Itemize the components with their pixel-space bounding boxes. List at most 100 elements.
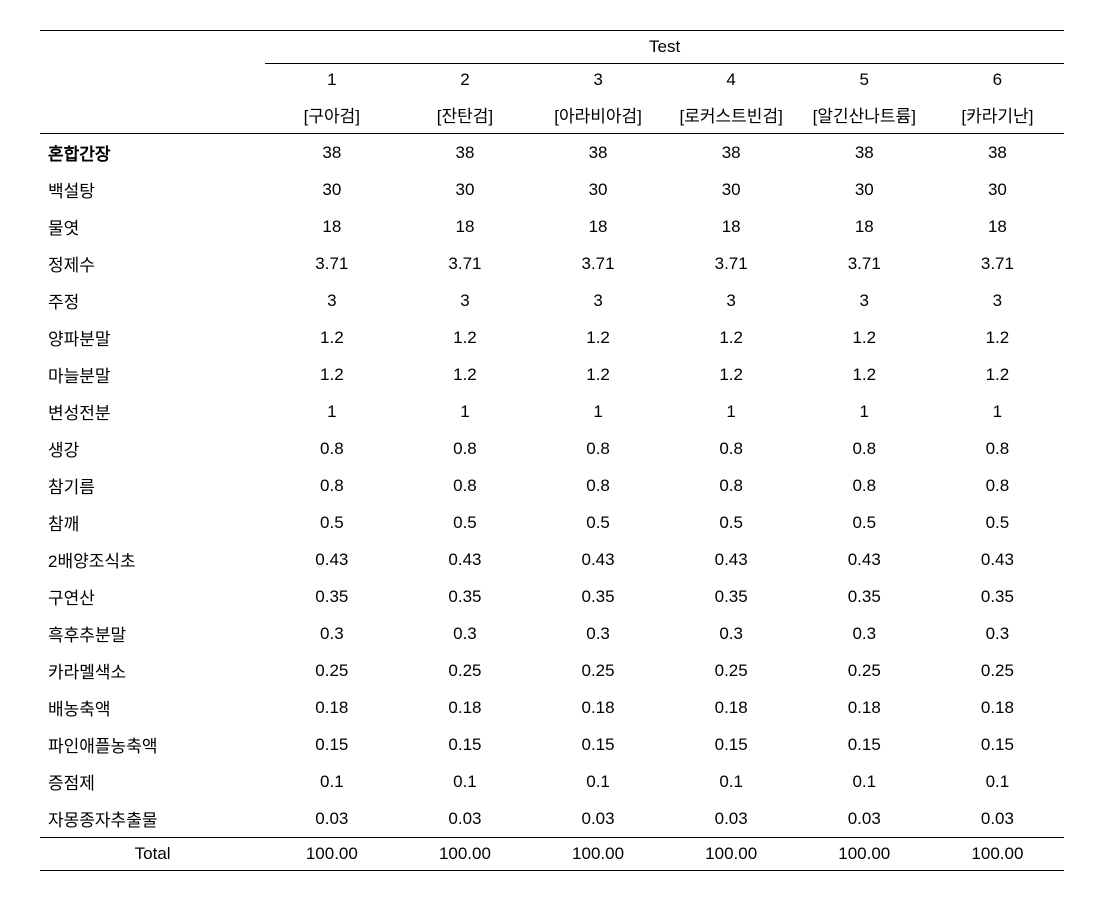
row-label: 증점제 bbox=[40, 763, 265, 800]
cell-value: 0.43 bbox=[265, 541, 398, 578]
cell-value: 30 bbox=[798, 171, 931, 208]
cell-value: 1.2 bbox=[265, 319, 398, 356]
cell-value: 0.3 bbox=[665, 615, 798, 652]
cell-value: 0.8 bbox=[265, 467, 398, 504]
cell-value: 18 bbox=[532, 208, 665, 245]
cell-value: 0.25 bbox=[532, 652, 665, 689]
cell-value: 0.43 bbox=[398, 541, 531, 578]
row-label: 참깨 bbox=[40, 504, 265, 541]
cell-value: 3.71 bbox=[532, 245, 665, 282]
cell-value: 3 bbox=[798, 282, 931, 319]
header-row-nums: 1 2 3 4 5 6 bbox=[40, 64, 1064, 97]
cell-value: 1.2 bbox=[798, 319, 931, 356]
cell-value: 0.35 bbox=[798, 578, 931, 615]
cell-value: 0.18 bbox=[265, 689, 398, 726]
row-label: 파인애플농축액 bbox=[40, 726, 265, 763]
table-row: 백설탕303030303030 bbox=[40, 171, 1064, 208]
cell-value: 0.15 bbox=[532, 726, 665, 763]
cell-value: 38 bbox=[798, 134, 931, 172]
cell-value: 0.15 bbox=[265, 726, 398, 763]
table-row: 물엿181818181818 bbox=[40, 208, 1064, 245]
row-label: 자몽종자추출물 bbox=[40, 800, 265, 838]
table-row: 생강0.80.80.80.80.80.8 bbox=[40, 430, 1064, 467]
col-num-2: 2 bbox=[398, 64, 531, 97]
cell-value: 0.43 bbox=[798, 541, 931, 578]
cell-value: 0.25 bbox=[265, 652, 398, 689]
cell-value: 0.8 bbox=[532, 430, 665, 467]
row-label: 주정 bbox=[40, 282, 265, 319]
cell-value: 0.8 bbox=[398, 430, 531, 467]
total-val-2: 100.00 bbox=[398, 838, 531, 871]
cell-value: 0.03 bbox=[798, 800, 931, 838]
cell-value: 0.5 bbox=[931, 504, 1064, 541]
cell-value: 3 bbox=[931, 282, 1064, 319]
cell-value: 0.8 bbox=[398, 467, 531, 504]
cell-value: 0.35 bbox=[398, 578, 531, 615]
row-label: 변성전분 bbox=[40, 393, 265, 430]
cell-value: 0.1 bbox=[532, 763, 665, 800]
cell-value: 0.15 bbox=[665, 726, 798, 763]
cell-value: 0.18 bbox=[532, 689, 665, 726]
cell-value: 0.8 bbox=[665, 467, 798, 504]
cell-value: 0.5 bbox=[665, 504, 798, 541]
ingredients-table: Test 1 2 3 4 5 6 [구아검] [잔탄검] [아라비아검] [로커… bbox=[40, 30, 1064, 871]
table-row: 혼합간장383838383838 bbox=[40, 134, 1064, 172]
table-row: 정제수3.713.713.713.713.713.71 bbox=[40, 245, 1064, 282]
cell-value: 0.03 bbox=[931, 800, 1064, 838]
row-label: 참기름 bbox=[40, 467, 265, 504]
col-name-4: [로커스트빈검] bbox=[665, 96, 798, 134]
cell-value: 1 bbox=[665, 393, 798, 430]
col-name-1: [구아검] bbox=[265, 96, 398, 134]
cell-value: 1.2 bbox=[398, 356, 531, 393]
total-val-4: 100.00 bbox=[665, 838, 798, 871]
col-name-5: [알긴산나트륨] bbox=[798, 96, 931, 134]
cell-value: 1.2 bbox=[931, 356, 1064, 393]
col-name-3: [아라비아검] bbox=[532, 96, 665, 134]
cell-value: 0.35 bbox=[265, 578, 398, 615]
cell-value: 0.18 bbox=[665, 689, 798, 726]
cell-value: 18 bbox=[398, 208, 531, 245]
table-row: 변성전분111111 bbox=[40, 393, 1064, 430]
cell-value: 0.3 bbox=[265, 615, 398, 652]
cell-value: 3.71 bbox=[265, 245, 398, 282]
col-num-5: 5 bbox=[798, 64, 931, 97]
cell-value: 0.8 bbox=[665, 430, 798, 467]
cell-value: 0.3 bbox=[398, 615, 531, 652]
cell-value: 0.1 bbox=[398, 763, 531, 800]
total-val-1: 100.00 bbox=[265, 838, 398, 871]
table-row: 참기름0.80.80.80.80.80.8 bbox=[40, 467, 1064, 504]
cell-value: 0.35 bbox=[931, 578, 1064, 615]
table-row: 증점제0.10.10.10.10.10.1 bbox=[40, 763, 1064, 800]
cell-value: 0.5 bbox=[265, 504, 398, 541]
cell-value: 1 bbox=[532, 393, 665, 430]
cell-value: 0.8 bbox=[931, 430, 1064, 467]
row-label: 마늘분말 bbox=[40, 356, 265, 393]
header-blank bbox=[40, 64, 265, 97]
table-row: 양파분말1.21.21.21.21.21.2 bbox=[40, 319, 1064, 356]
cell-value: 0.8 bbox=[532, 467, 665, 504]
cell-value: 0.43 bbox=[665, 541, 798, 578]
cell-value: 30 bbox=[398, 171, 531, 208]
cell-value: 1 bbox=[398, 393, 531, 430]
col-num-6: 6 bbox=[931, 64, 1064, 97]
cell-value: 0.8 bbox=[931, 467, 1064, 504]
cell-value: 38 bbox=[265, 134, 398, 172]
row-label: 2배양조식초 bbox=[40, 541, 265, 578]
row-label: 혼합간장 bbox=[40, 134, 265, 172]
table-body: 혼합간장383838383838백설탕303030303030물엿1818181… bbox=[40, 134, 1064, 838]
cell-value: 1.2 bbox=[665, 356, 798, 393]
cell-value: 3.71 bbox=[398, 245, 531, 282]
cell-value: 1.2 bbox=[532, 319, 665, 356]
row-label: 생강 bbox=[40, 430, 265, 467]
header-row-names: [구아검] [잔탄검] [아라비아검] [로커스트빈검] [알긴산나트륨] [카… bbox=[40, 96, 1064, 134]
col-name-2: [잔탄검] bbox=[398, 96, 531, 134]
cell-value: 0.03 bbox=[532, 800, 665, 838]
row-label: 흑후추분말 bbox=[40, 615, 265, 652]
cell-value: 0.8 bbox=[265, 430, 398, 467]
cell-value: 1 bbox=[931, 393, 1064, 430]
cell-value: 38 bbox=[931, 134, 1064, 172]
header-spanning-title: Test bbox=[265, 31, 1064, 64]
cell-value: 0.35 bbox=[532, 578, 665, 615]
cell-value: 0.1 bbox=[931, 763, 1064, 800]
cell-value: 38 bbox=[532, 134, 665, 172]
